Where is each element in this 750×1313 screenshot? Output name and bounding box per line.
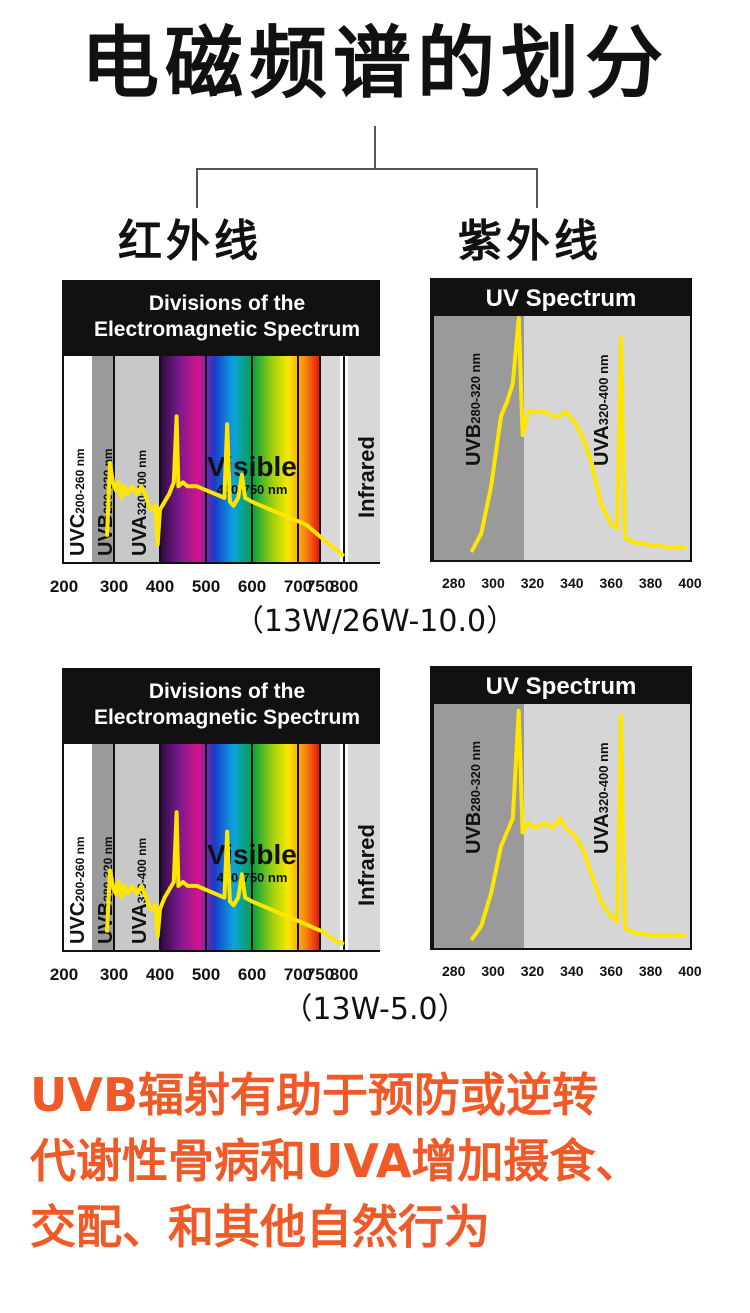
x-tick-label: 320 bbox=[521, 575, 545, 591]
uvb-label: UVB280-320 nm bbox=[463, 741, 485, 854]
page-title: 电磁频谱的划分 bbox=[80, 19, 669, 109]
uvc-label: UVC200-260 nm bbox=[67, 836, 89, 944]
x-tick-label: 750 bbox=[306, 577, 334, 596]
x-tick-label: 300 bbox=[100, 577, 128, 596]
chart-header: UV Spectrum bbox=[486, 285, 637, 312]
chart-header-line1: Divisions of the bbox=[149, 680, 305, 703]
spectral-curve bbox=[105, 810, 345, 946]
x-tick-label: 340 bbox=[560, 575, 584, 591]
footer-text: UVB辐射有助于预防或逆转 代谢性骨病和UVA增加摄食、 交配、和其他自然行为 bbox=[30, 1062, 730, 1260]
uva-label: UVA320-400 nm bbox=[591, 354, 613, 466]
uv-curve bbox=[469, 316, 687, 553]
uva-label: UVA320-400 nm bbox=[591, 742, 613, 854]
x-tick-label: 280 bbox=[442, 575, 466, 591]
visible-label: Visible bbox=[207, 451, 297, 482]
x-tick-label: 400 bbox=[678, 575, 702, 591]
footer-line: UVB辐射有助于预防或逆转 bbox=[30, 1068, 599, 1122]
uvb-region bbox=[434, 316, 524, 560]
visible-band bbox=[160, 744, 320, 950]
x-tick-label: 380 bbox=[639, 963, 663, 979]
em-spectrum-chart-bottom: Divisions of the Electromagnetic Spectru… bbox=[50, 668, 380, 984]
infrared-band bbox=[320, 744, 380, 950]
x-tick-label: 800 bbox=[330, 577, 358, 596]
em-spectrum-chart-top: Divisions of the Electromagnetic Spectru… bbox=[50, 280, 380, 596]
x-tick-label: 300 bbox=[100, 965, 128, 984]
x-tick-label: 200 bbox=[50, 965, 78, 984]
uv-spectrum-chart-bottom: UV Spectrum UVB280-320 nm UVA320-400 nm … bbox=[430, 666, 702, 979]
tree-left-drop bbox=[196, 168, 198, 208]
spectral-curve bbox=[105, 414, 346, 558]
x-axis-ticks: 280 300 320 340 360 380 400 bbox=[442, 575, 702, 591]
x-tick-label: 360 bbox=[600, 575, 624, 591]
tree-crossbar bbox=[196, 168, 538, 170]
uvc-band bbox=[64, 356, 92, 562]
x-tick-label: 280 bbox=[442, 963, 466, 979]
x-tick-label: 750 bbox=[306, 965, 334, 984]
uv-spectrum-chart-top: UV Spectrum UVB280-320 nm UVA320-400 nm … bbox=[430, 278, 702, 591]
visible-band bbox=[160, 356, 320, 562]
uvc-band bbox=[64, 744, 92, 950]
x-tick-label: 380 bbox=[639, 575, 663, 591]
x-tick-label: 600 bbox=[238, 577, 266, 596]
uva-band bbox=[114, 744, 160, 950]
x-tick-label: 300 bbox=[481, 963, 505, 979]
caption-bottom: （13W-5.0） bbox=[282, 992, 468, 1027]
uva-band bbox=[114, 356, 160, 562]
chart-header-line1: Divisions of the bbox=[149, 292, 305, 315]
x-tick-label: 700 bbox=[284, 965, 312, 984]
x-tick-label: 340 bbox=[560, 963, 584, 979]
x-tick-label: 400 bbox=[146, 577, 174, 596]
x-tick-label: 700 bbox=[284, 577, 312, 596]
x-tick-label: 500 bbox=[192, 965, 220, 984]
infrared-band bbox=[320, 356, 380, 562]
visible-range-label: 400-750 nm bbox=[217, 482, 288, 497]
uva-label: UVA320-400 nm bbox=[129, 838, 151, 944]
x-tick-label: 600 bbox=[238, 965, 266, 984]
x-tick-label: 300 bbox=[481, 575, 505, 591]
chart-header: UV Spectrum bbox=[486, 673, 637, 700]
x-tick-label: 320 bbox=[521, 963, 545, 979]
visible-range-label: 400-750 nm bbox=[217, 870, 288, 885]
chart-header-line2: Electromagnetic Spectrum bbox=[94, 318, 360, 341]
uvb-label: UVB280-320 nm bbox=[463, 353, 485, 466]
tree-stem bbox=[374, 126, 376, 170]
infrared-label: Infrared bbox=[354, 824, 379, 906]
footer-line: 交配、和其他自然行为 bbox=[30, 1200, 490, 1254]
chart-header-line2: Electromagnetic Spectrum bbox=[94, 706, 360, 729]
x-tick-label: 400 bbox=[146, 965, 174, 984]
x-tick-label: 500 bbox=[192, 577, 220, 596]
infrared-label: 红外线 bbox=[118, 216, 262, 267]
infrared-label: Infrared bbox=[354, 436, 379, 518]
x-tick-label: 360 bbox=[600, 963, 624, 979]
ultraviolet-label: 紫外线 bbox=[458, 216, 602, 267]
visible-label: Visible bbox=[207, 839, 297, 870]
tree-right-drop bbox=[536, 168, 538, 208]
x-tick-label: 400 bbox=[678, 963, 702, 979]
uv-curve bbox=[469, 708, 687, 942]
x-tick-label: 800 bbox=[330, 965, 358, 984]
caption-top: （13W/26W-10.0） bbox=[233, 604, 517, 639]
footer-line: 代谢性骨病和UVA增加摄食、 bbox=[30, 1134, 642, 1188]
x-tick-label: 200 bbox=[50, 577, 78, 596]
uvc-label: UVC200-260 nm bbox=[67, 448, 89, 556]
x-axis-ticks: 280 300 320 340 360 380 400 bbox=[442, 963, 702, 979]
